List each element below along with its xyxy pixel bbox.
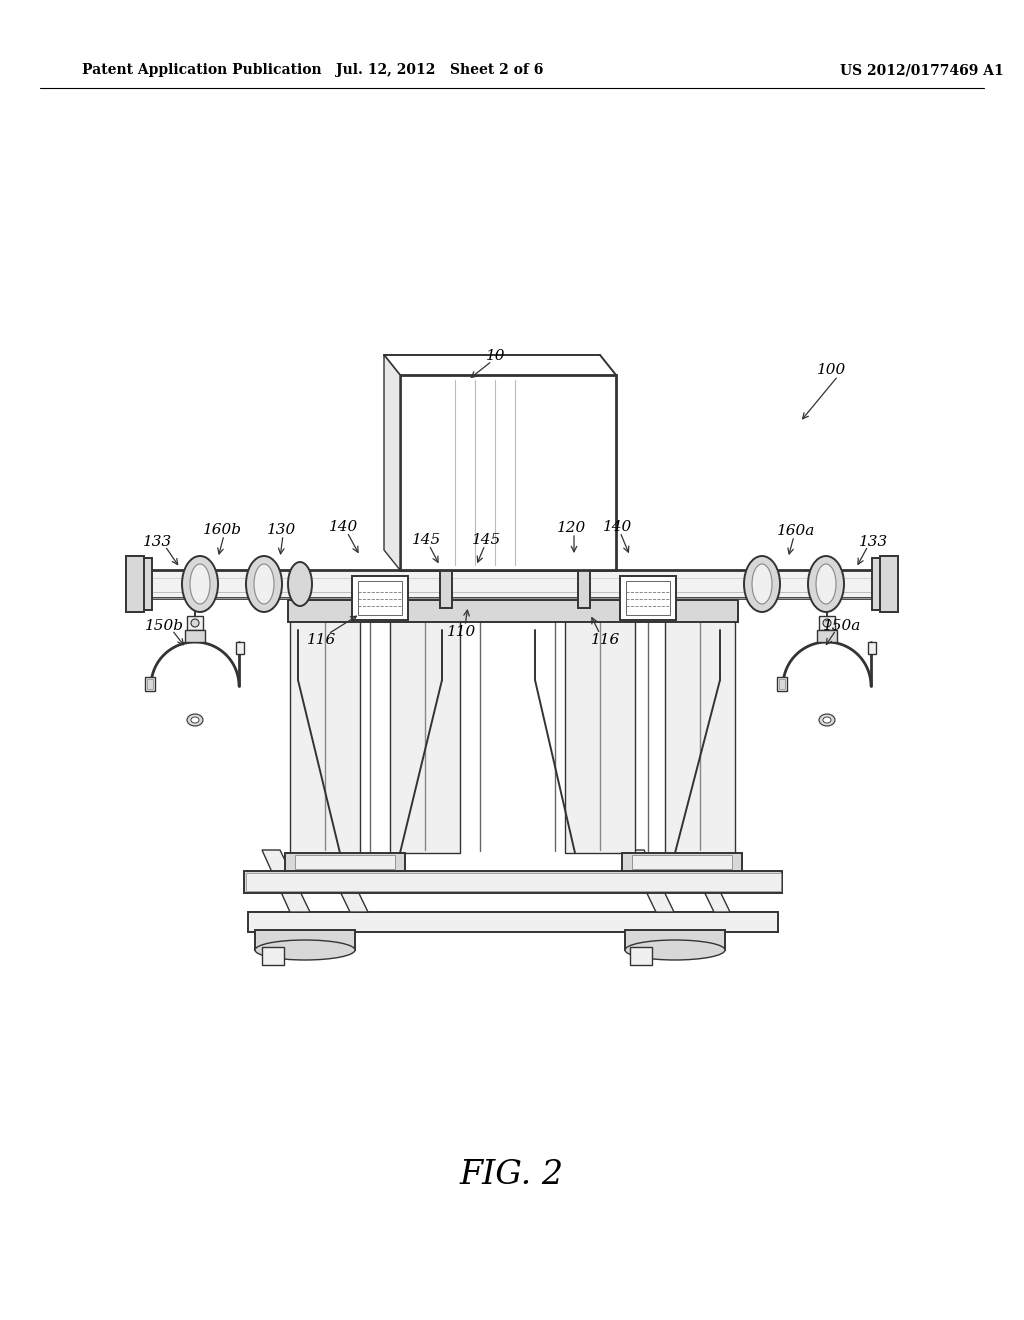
Bar	[148, 570, 876, 598]
Text: 150b: 150b	[144, 619, 183, 634]
Text: 133: 133	[859, 535, 889, 549]
Bar	[625, 931, 725, 950]
Ellipse shape	[819, 714, 835, 726]
Ellipse shape	[752, 564, 772, 605]
Bar	[147, 678, 153, 689]
Text: 140: 140	[603, 520, 633, 535]
Bar	[236, 642, 244, 653]
Ellipse shape	[808, 556, 844, 612]
Ellipse shape	[187, 714, 203, 726]
Polygon shape	[319, 850, 368, 912]
Text: 130: 130	[267, 523, 297, 537]
Bar	[187, 616, 203, 630]
Text: 133: 133	[143, 535, 173, 549]
Bar	[777, 677, 787, 690]
Bar	[142, 558, 152, 610]
Ellipse shape	[288, 562, 312, 606]
Bar	[295, 855, 395, 869]
Text: 145: 145	[413, 533, 441, 546]
Bar	[880, 556, 898, 612]
Text: 116: 116	[592, 634, 621, 647]
Bar	[872, 558, 882, 610]
Ellipse shape	[625, 940, 725, 960]
Bar	[126, 556, 144, 612]
Bar	[622, 853, 742, 871]
Text: US 2012/0177469 A1: US 2012/0177469 A1	[840, 63, 1004, 77]
Bar	[632, 855, 732, 869]
Polygon shape	[290, 620, 360, 853]
Bar	[248, 912, 778, 932]
Text: 120: 120	[557, 521, 587, 535]
Ellipse shape	[246, 556, 282, 612]
Ellipse shape	[823, 717, 831, 723]
Polygon shape	[684, 850, 730, 912]
Text: 160b: 160b	[203, 523, 242, 537]
Polygon shape	[565, 620, 635, 853]
Ellipse shape	[190, 564, 210, 605]
Text: 145: 145	[472, 533, 502, 546]
Bar	[288, 601, 738, 622]
Text: 110: 110	[447, 624, 476, 639]
Polygon shape	[665, 620, 735, 853]
Polygon shape	[262, 850, 310, 912]
Bar	[817, 630, 837, 642]
Bar	[262, 946, 284, 965]
Ellipse shape	[191, 619, 199, 627]
Text: 100: 100	[817, 363, 847, 378]
Bar	[246, 873, 781, 891]
Bar	[819, 616, 835, 630]
Bar	[868, 642, 876, 653]
Bar	[400, 375, 616, 570]
Text: FIG. 2: FIG. 2	[460, 1159, 564, 1191]
Bar	[185, 630, 205, 642]
Bar	[358, 581, 402, 615]
Text: 160a: 160a	[777, 524, 815, 539]
Bar	[145, 677, 155, 690]
Bar	[255, 931, 355, 950]
Ellipse shape	[182, 556, 218, 612]
Bar	[620, 576, 676, 620]
Ellipse shape	[744, 556, 780, 612]
Ellipse shape	[823, 619, 831, 627]
Bar	[352, 576, 408, 620]
Polygon shape	[626, 850, 674, 912]
Text: Jul. 12, 2012   Sheet 2 of 6: Jul. 12, 2012 Sheet 2 of 6	[336, 63, 544, 77]
Bar	[578, 560, 590, 609]
Bar	[630, 946, 652, 965]
Ellipse shape	[191, 717, 199, 723]
Bar	[244, 871, 782, 894]
Text: 116: 116	[307, 634, 337, 647]
Text: 150a: 150a	[823, 619, 861, 634]
Bar	[779, 678, 785, 689]
Ellipse shape	[816, 564, 836, 605]
Polygon shape	[384, 355, 400, 570]
Ellipse shape	[255, 940, 355, 960]
Bar	[285, 853, 406, 871]
Bar	[626, 581, 670, 615]
Text: 10: 10	[486, 348, 506, 363]
Bar	[440, 560, 452, 609]
Ellipse shape	[254, 564, 274, 605]
Text: Patent Application Publication: Patent Application Publication	[82, 63, 322, 77]
Polygon shape	[390, 620, 460, 853]
Text: 140: 140	[330, 520, 358, 535]
